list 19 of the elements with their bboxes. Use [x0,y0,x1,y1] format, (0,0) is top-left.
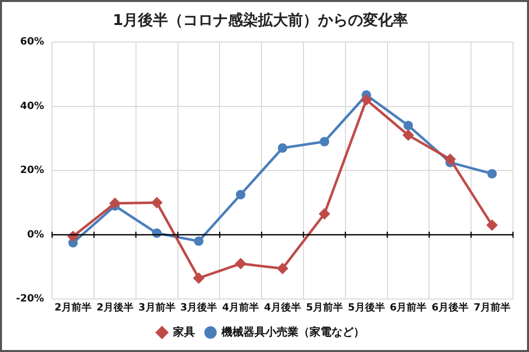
legend-label: 家具 [172,325,195,338]
x-tick-label: 3月前半 [138,302,176,314]
x-tick-label: 6月後半 [432,302,469,314]
x-tick-label: 2月前半 [54,302,92,314]
y-tick-label: 0% [27,229,44,240]
x-tick-label: 7月前半 [474,302,511,314]
chart-title: 1月後半（コロナ感染拡大前）からの変化率 [112,10,408,29]
x-tick-label: 5月後半 [348,302,385,314]
x-tick-label: 3月後半 [180,302,218,314]
x-tick-label: 2月後半 [96,302,134,314]
y-tick-label: 60% [20,36,44,48]
x-tick-label: 6月前半 [390,302,427,314]
y-tick-label: 40% [20,100,44,112]
x-tick-label: 4月後半 [264,302,302,314]
x-tick-label: 4月前半 [222,302,260,314]
legend-label: 機械器具小売業（家電など） [220,325,364,338]
y-tick-label: -20% [16,294,44,305]
y-tick-label: 20% [20,165,44,176]
x-tick-label: 5月前半 [306,302,343,314]
